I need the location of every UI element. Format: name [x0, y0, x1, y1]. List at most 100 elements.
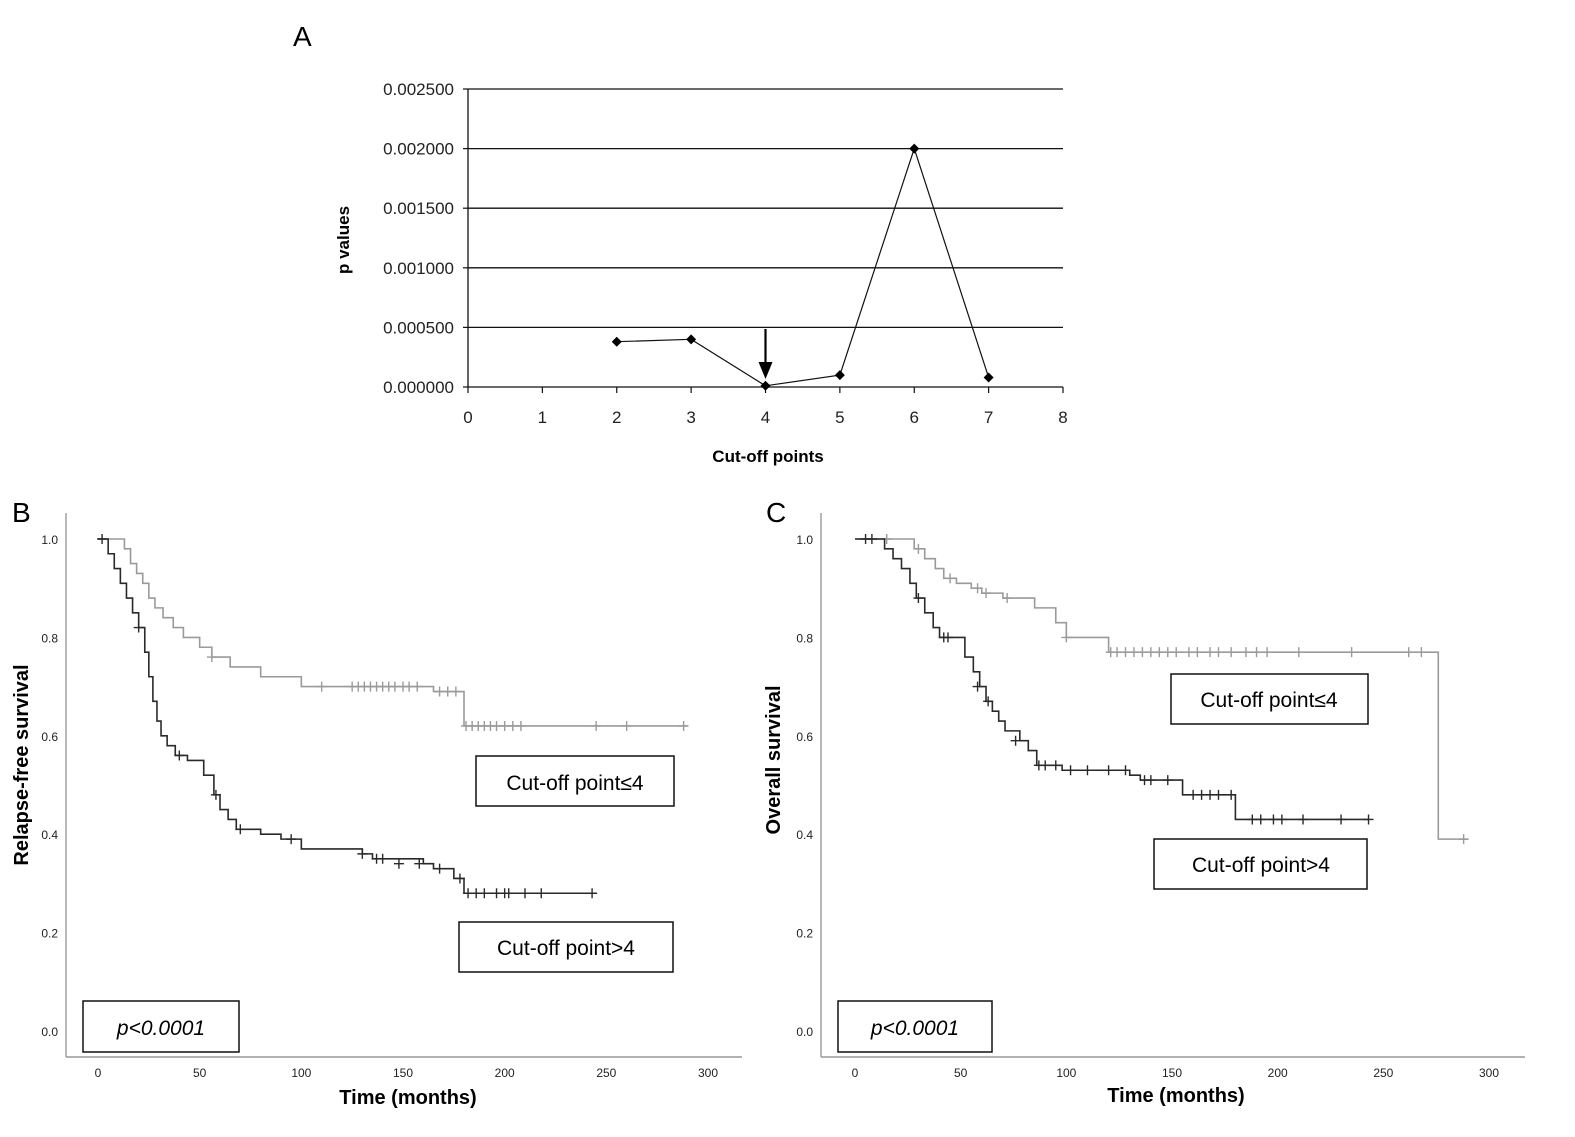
x-tick-label: 4 — [761, 408, 770, 427]
censor-mark — [678, 720, 689, 731]
x-tick-label: 50 — [193, 1066, 207, 1080]
y-tick-label: 0.4 — [41, 828, 58, 842]
legend-box-c-le4 — [1170, 673, 1369, 725]
censor-mark — [97, 534, 108, 544]
censor-mark — [1226, 789, 1237, 800]
censor-mark — [1082, 765, 1093, 776]
censor-mark — [1251, 647, 1262, 658]
panel-b-xlabel: Time (months) — [339, 1087, 476, 1109]
censor-mark — [1336, 814, 1347, 825]
censor-mark — [1120, 765, 1131, 776]
x-tick-label: 150 — [1162, 1066, 1182, 1080]
y-tick-label: 1.0 — [41, 533, 58, 547]
censor-mark — [1262, 647, 1273, 658]
censor-mark — [1268, 814, 1279, 825]
pvalue-box-b — [82, 1000, 240, 1053]
x-tick-label: 3 — [686, 408, 695, 427]
y-tick-label: 0.002500 — [383, 80, 454, 99]
censor-mark — [942, 632, 953, 643]
censor-mark — [1403, 647, 1414, 658]
data-point — [686, 334, 697, 345]
censor-mark — [1196, 789, 1207, 800]
km-curve-gt4 — [98, 538, 593, 895]
x-tick-label: 1 — [538, 408, 547, 427]
censor-mark — [1205, 647, 1216, 658]
x-tick-label: 7 — [984, 408, 993, 427]
x-tick-label: 0 — [852, 1066, 859, 1080]
pvalue-box-c — [837, 1000, 993, 1053]
legend-box-b-le4 — [475, 755, 675, 807]
pvalue-label-c: p<0.0001 — [870, 1017, 959, 1040]
censor-mark — [972, 681, 983, 692]
data-point — [611, 336, 622, 347]
panel-b: B 0.00.20.40.60.81.0 0 50 100 150 200 250 300 … — [11, 497, 742, 1109]
censor-mark — [1346, 647, 1357, 658]
data-point — [909, 143, 920, 154]
y-tick-label: 0.8 — [796, 631, 813, 645]
x-tick-label: 100 — [291, 1066, 311, 1080]
x-tick-label: 5 — [835, 408, 844, 427]
censor-mark — [1145, 647, 1156, 658]
censor-mark — [377, 853, 388, 864]
x-tick-label: 200 — [495, 1066, 515, 1080]
legend-label-c-gt4: Cut-off point>4 — [1192, 854, 1330, 877]
legend-label-c-le4: Cut-off point≤4 — [1200, 689, 1338, 712]
censor-mark — [1213, 647, 1224, 658]
data-point — [983, 372, 994, 383]
panel-c-ylabel: Overall survival — [763, 686, 785, 835]
censor-mark — [1213, 789, 1224, 800]
censor-mark — [1120, 647, 1131, 658]
censor-mark — [1293, 647, 1304, 658]
censor-mark — [316, 681, 327, 692]
censor-mark — [1050, 760, 1061, 771]
censor-mark — [1255, 814, 1266, 825]
censor-mark — [1458, 834, 1469, 845]
censor-mark — [414, 858, 425, 869]
censor-mark — [1065, 765, 1076, 776]
censor-mark — [515, 720, 526, 731]
legend-box-c-gt4 — [1153, 838, 1368, 890]
x-tick-label: 2 — [612, 408, 621, 427]
censor-mark — [133, 622, 144, 633]
censor-mark — [1162, 647, 1173, 658]
censor-mark — [479, 888, 490, 899]
censor-mark — [913, 543, 924, 554]
legend-box-b-gt4 — [458, 921, 674, 973]
censor-mark — [1103, 765, 1114, 776]
censor-mark — [1188, 789, 1199, 800]
x-tick-label: 300 — [1479, 1066, 1499, 1080]
censor-mark — [1298, 814, 1309, 825]
panel-c-xlabel: Time (months) — [1107, 1085, 1244, 1107]
legend-label-b-le4: Cut-off point≤4 — [506, 772, 644, 795]
censor-mark — [454, 873, 465, 884]
x-tick-label: 6 — [910, 408, 919, 427]
panel-b-letter: B — [12, 497, 31, 528]
censor-mark — [235, 824, 246, 835]
censor-mark — [1154, 647, 1165, 658]
x-tick-label: 150 — [393, 1066, 413, 1080]
censor-mark — [1010, 735, 1021, 746]
y-tick-label: 0.6 — [41, 730, 58, 744]
p-value-series-line — [616, 146, 990, 387]
censor-mark — [434, 863, 445, 874]
panel-c: C 0.00.20.40.60.81.0 0 50 100 150 200 250 300 … — [763, 497, 1525, 1107]
panel-a-ylabel: p values — [334, 206, 353, 274]
censor-mark — [972, 583, 983, 594]
y-tick-label: 0.8 — [41, 631, 58, 645]
censor-mark — [587, 888, 598, 899]
arrow-annotation — [758, 329, 773, 379]
y-tick-label: 0.0 — [41, 1025, 58, 1039]
censor-mark — [981, 588, 992, 599]
y-tick-label: 0.2 — [41, 927, 58, 941]
censor-mark — [503, 888, 514, 899]
y-tick-label: 0.2 — [796, 927, 813, 941]
censor-mark — [983, 696, 994, 707]
censor-mark — [1137, 647, 1148, 658]
y-tick-label: 0.001000 — [383, 259, 454, 278]
censor-mark — [591, 720, 602, 731]
censor-mark — [1192, 647, 1203, 658]
data-point — [834, 370, 845, 381]
x-tick-label: 200 — [1268, 1066, 1288, 1080]
censor-mark — [520, 888, 530, 899]
censor-mark — [1247, 814, 1258, 825]
